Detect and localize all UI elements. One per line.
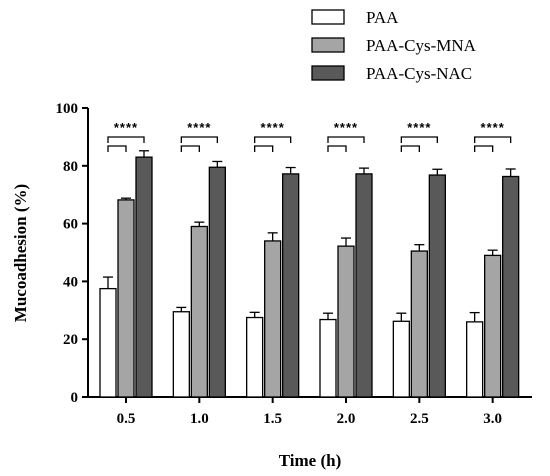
bar xyxy=(355,173,373,398)
legend-swatch xyxy=(311,9,345,25)
significance-bracket-short xyxy=(254,145,274,152)
legend-label: PAA-Cys-MNA xyxy=(366,36,477,55)
x-tick-label: 2.5 xyxy=(410,411,429,427)
x-tick-label: 1.5 xyxy=(263,411,282,427)
bar xyxy=(190,225,208,398)
bar xyxy=(484,254,502,398)
significance-bracket-short xyxy=(180,145,200,152)
bar xyxy=(246,316,264,398)
significance-bracket-long xyxy=(474,136,512,143)
significance-bracket-short xyxy=(107,145,127,152)
significance-stars: **** xyxy=(114,120,138,135)
significance-bracket-short xyxy=(400,145,420,152)
bar xyxy=(117,199,135,398)
bar xyxy=(99,287,117,398)
bar xyxy=(135,156,153,398)
legend-label: PAA xyxy=(366,8,399,27)
significance-stars: **** xyxy=(407,120,431,135)
bars xyxy=(99,150,520,398)
x-tick-label: 2.0 xyxy=(337,411,356,427)
bar xyxy=(208,166,226,398)
x-axis-title: Time (h) xyxy=(279,451,342,470)
legend-swatch xyxy=(311,37,345,53)
y-tick-label: 40 xyxy=(63,274,78,290)
significance-bracket-long xyxy=(107,136,145,143)
y-axis-title: Mucoadhesion (%) xyxy=(11,184,30,322)
significance-bracket-long xyxy=(180,136,218,143)
y-tick-label: 20 xyxy=(63,332,78,348)
bar xyxy=(466,321,484,398)
bar xyxy=(392,320,410,398)
significance-stars: **** xyxy=(261,120,285,135)
y-tick-label: 0 xyxy=(71,390,79,406)
legend: PAA PAA-Cys-MNA PAA-Cys-NAC xyxy=(311,8,477,83)
y-tick-label: 80 xyxy=(63,159,78,175)
bar xyxy=(172,311,190,398)
x-axis: 0.5 1.0 1.5 2.0 2.5 3.0 xyxy=(88,396,532,427)
legend-swatch xyxy=(311,65,345,81)
y-axis: 0 20 40 60 80 100 xyxy=(56,101,89,406)
bar xyxy=(502,175,520,398)
bar xyxy=(428,174,446,398)
bar xyxy=(410,250,428,398)
y-tick-label: 100 xyxy=(56,101,79,117)
bar xyxy=(282,173,300,398)
significance-stars: **** xyxy=(481,120,505,135)
significance-annotations: **** **** **** **** **** **** xyxy=(107,120,512,152)
significance-bracket-long xyxy=(327,136,365,143)
significance-bracket-short xyxy=(474,145,494,152)
y-tick-label: 60 xyxy=(63,217,78,233)
significance-stars: **** xyxy=(187,120,211,135)
significance-bracket-short xyxy=(327,145,347,152)
significance-bracket-long xyxy=(400,136,438,143)
bar xyxy=(264,240,282,398)
x-tick-label: 3.0 xyxy=(483,411,502,427)
significance-bracket-long xyxy=(254,136,292,143)
bar xyxy=(337,245,355,398)
legend-label: PAA-Cys-NAC xyxy=(366,64,472,83)
significance-stars: **** xyxy=(334,120,358,135)
x-tick-label: 0.5 xyxy=(117,411,136,427)
bar xyxy=(319,318,337,398)
x-tick-label: 1.0 xyxy=(190,411,209,427)
